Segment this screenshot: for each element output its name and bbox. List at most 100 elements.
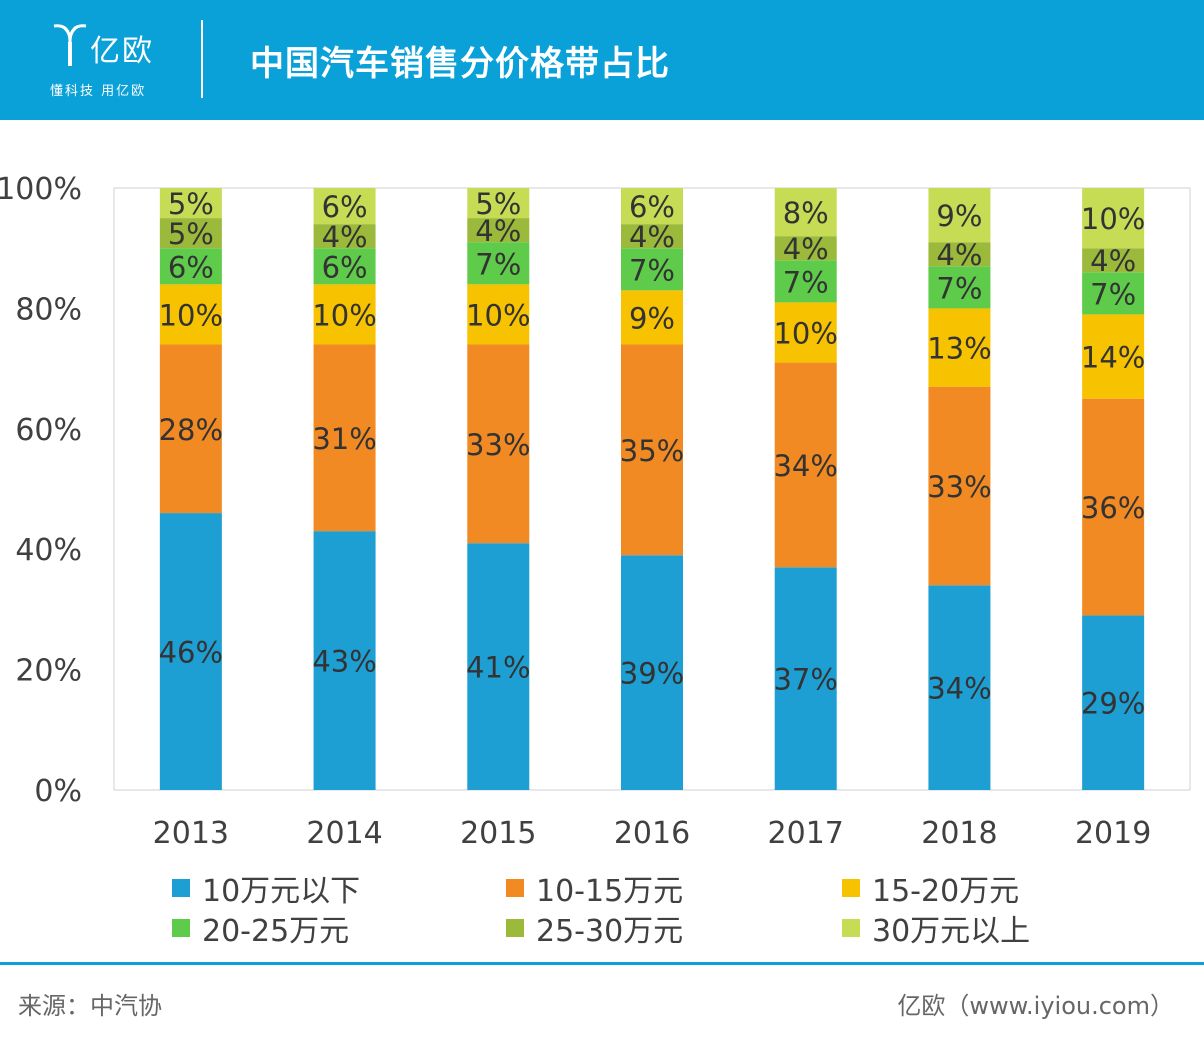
x-tick-label: 2016 xyxy=(614,816,690,851)
data-label: 9% xyxy=(936,199,982,233)
data-label: 6% xyxy=(322,250,368,284)
x-tick-label: 2019 xyxy=(1075,816,1151,851)
bar-segment xyxy=(1082,398,1145,616)
data-label: 10% xyxy=(312,298,376,332)
stacked-bar-chart: 0%20%40%60%80%100% 46%28%10%6%5%5%43%31%… xyxy=(0,172,1191,851)
bar-segment xyxy=(774,260,837,303)
data-label: 7% xyxy=(936,271,982,305)
y-tick-label: 80% xyxy=(15,292,82,327)
data-label: 4% xyxy=(475,214,521,248)
bar-segment xyxy=(1082,314,1145,399)
data-label: 4% xyxy=(1090,244,1136,278)
bar-segment xyxy=(159,344,222,514)
legend-swatch xyxy=(842,919,860,937)
x-tick-label: 2014 xyxy=(306,816,382,851)
x-tick-label: 2015 xyxy=(460,816,536,851)
bar-segment xyxy=(928,242,991,267)
bar-segment xyxy=(159,284,222,345)
data-label: 10% xyxy=(773,316,837,350)
legend-item[interactable]: 20-25万元 xyxy=(172,910,349,949)
legend-swatch xyxy=(506,919,524,937)
legend-item[interactable]: 25-30万元 xyxy=(506,910,683,949)
bar-segment xyxy=(1082,272,1145,315)
data-label: 4% xyxy=(629,220,675,254)
data-label: 36% xyxy=(1081,491,1145,525)
data-label: 33% xyxy=(927,470,991,504)
logo-y-icon xyxy=(53,24,87,66)
bar-segment xyxy=(313,531,376,790)
bar-segment xyxy=(313,248,376,285)
bar-segment xyxy=(774,188,837,237)
chart-legend: 10万元以下 10-15万元 15-20万元 20-25万元 25-30万元 30万元以上 xyxy=(160,868,1160,949)
bar-segment xyxy=(928,386,991,586)
legend-item[interactable]: 30万元以上 xyxy=(842,910,1030,949)
site-credit: 亿欧（www.iyiou.com） xyxy=(897,992,1174,1020)
y-tick-label: 40% xyxy=(15,533,82,568)
bar-segment xyxy=(313,284,376,345)
data-label: 5% xyxy=(168,187,214,221)
bar-segment xyxy=(621,248,683,291)
data-label: 35% xyxy=(620,434,684,468)
bar-segment xyxy=(1082,188,1145,249)
data-label: 39% xyxy=(620,657,684,691)
legend-label: 20-25万元 xyxy=(202,914,350,949)
data-label: 6% xyxy=(322,190,368,224)
bar-segment xyxy=(313,224,376,249)
legend-label: 15-20万元 xyxy=(872,874,1020,909)
data-label: 46% xyxy=(159,636,223,670)
bar-segment xyxy=(159,513,222,790)
data-label: 33% xyxy=(466,428,530,462)
data-label: 8% xyxy=(783,196,829,230)
bar-segment xyxy=(313,344,376,532)
data-label: 7% xyxy=(629,253,675,287)
legend-item[interactable]: 15-20万元 xyxy=(842,870,1019,909)
bar-segment xyxy=(1082,615,1145,790)
x-tick-label: 2013 xyxy=(153,816,229,851)
bar-segment xyxy=(467,218,530,243)
logo[interactable]: 亿欧 懂科技 用亿欧 xyxy=(50,20,170,100)
bar-segment xyxy=(467,543,530,790)
x-tick-label: 2017 xyxy=(768,816,844,851)
data-label: 4% xyxy=(783,232,829,266)
logo-slogan: 懂科技 用亿欧 xyxy=(50,84,147,99)
y-axis: 0% 20% 40% 60% 80% 100% xyxy=(0,172,82,809)
bar-segment xyxy=(1082,248,1145,273)
data-label: 5% xyxy=(168,217,214,251)
data-label: 41% xyxy=(466,651,530,685)
legend-item[interactable]: 10万元以下 xyxy=(172,870,360,909)
bar-segment xyxy=(159,248,222,285)
legend-label: 30万元以上 xyxy=(872,914,1031,949)
bar-segment xyxy=(928,188,991,243)
y-tick-label: 60% xyxy=(15,413,82,448)
legend-swatch xyxy=(842,879,860,897)
bars-group: 46%28%10%6%5%5%43%31%10%6%4%6%41%33%10%7… xyxy=(113,187,1191,791)
data-label: 13% xyxy=(927,332,991,366)
legend-swatch xyxy=(506,879,524,897)
bar-segment xyxy=(313,188,376,225)
data-label: 10% xyxy=(159,298,223,332)
legend-swatch xyxy=(172,919,190,937)
data-label: 29% xyxy=(1081,687,1145,721)
data-label: 4% xyxy=(936,238,982,272)
data-label: 5% xyxy=(475,187,521,221)
x-tick-label: 2018 xyxy=(921,816,997,851)
bar-segment xyxy=(621,188,683,225)
header-divider xyxy=(201,20,203,98)
bar-segment xyxy=(774,236,837,261)
bar-segment xyxy=(621,224,683,249)
bar-segment xyxy=(467,344,530,544)
bar-segment xyxy=(159,218,222,249)
bar-segment xyxy=(467,242,530,285)
logo-name: 亿欧 xyxy=(90,34,154,69)
data-label: 37% xyxy=(773,663,837,697)
bar-segment xyxy=(774,362,837,568)
legend-item[interactable]: 10-15万元 xyxy=(506,870,683,909)
legend-label: 25-30万元 xyxy=(536,914,684,949)
data-label: 7% xyxy=(1090,277,1136,311)
data-label: 10% xyxy=(466,298,530,332)
data-label: 28% xyxy=(159,413,223,447)
y-tick-label: 100% xyxy=(0,172,82,207)
bar-segment xyxy=(159,188,222,219)
x-axis: 2013 2014 2015 2016 2017 2018 2019 xyxy=(153,816,1152,851)
bar-segment xyxy=(467,188,530,219)
